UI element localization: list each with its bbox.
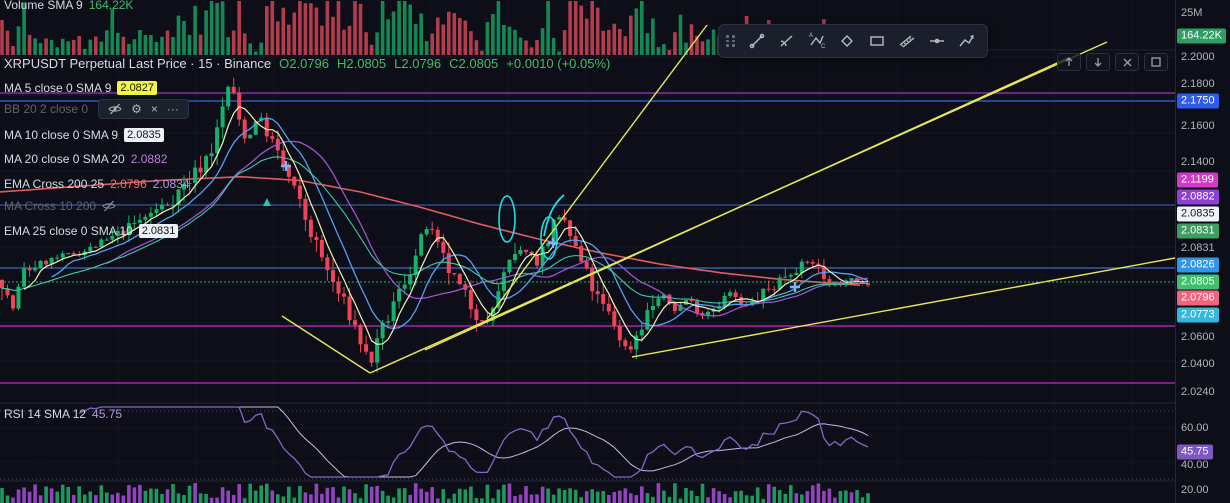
indicator-legend-ema-cross[interactable]: EMA Cross 200 25 2.0796 2.0834 [4,175,189,192]
maximize-pane-button[interactable] [1144,53,1168,71]
axis-label: 2.1800 [1181,78,1215,90]
axis-label: 2.1199 [1177,172,1218,188]
move-pane-down-button[interactable] [1086,53,1110,71]
indicator-legend-ma20[interactable]: MA 20 close 0 SMA 20 2.0882 [4,150,167,167]
volume-legend-title: Volume SMA 9 [4,0,83,12]
symbol-title: XRPUSDT Perpetual Last Price · 15 · Bina… [4,56,272,71]
pane-controls [1057,53,1168,71]
ohlc-low: L2.0796 [394,56,442,71]
ma20-value: 2.0882 [130,151,168,166]
axis-label: 164.22K [1177,28,1226,44]
move-pane-up-button[interactable] [1057,53,1081,71]
axis-label: 2.1400 [1181,156,1215,168]
symbol-legend[interactable]: XRPUSDT Perpetual Last Price · 15 · Bina… [4,55,610,72]
indicator-legend-ema25[interactable]: EMA 25 close 0 SMA 10 2.0831 [4,222,179,239]
bb-label: BB 20 2 close 0 [4,101,89,116]
axis-label: 2.0826 [1177,257,1219,273]
trend-line-icon[interactable] [743,28,770,54]
ohlc-close: C2.0805 [449,56,499,71]
ema25-label: EMA 25 close 0 SMA 10 [4,223,133,238]
close-pane-button[interactable] [1115,53,1139,71]
volume-legend[interactable]: Volume SMA 9 164.22K [4,0,133,13]
settings-icon[interactable]: ⚙ [131,101,142,116]
remove-icon[interactable]: × [150,101,158,116]
horizontal-line-icon[interactable] [923,28,950,54]
rsi-legend[interactable]: RSI 14 SMA 12 45.75 [4,405,122,422]
axis-label: 20.00 [1181,484,1209,496]
ma5-label: MA 5 close 0 SMA 9 [4,80,112,95]
ma20-label: MA 20 close 0 SMA 20 [4,151,125,166]
axis-label: 2.0773 [1177,307,1219,323]
ohlc-high: H2.0805 [336,56,387,71]
ohlc-change: +0.0010 (+0.05%) [506,56,611,71]
ema-cross-value1: 2.0796 [110,176,147,191]
ma10-label: MA 10 close 0 SMA 9 [4,127,119,142]
price-axis[interactable]: 25M 164.22K 2.2000 2.1800 2.1750 2.1600 2.1400… [1175,0,1230,503]
prediction-line-icon[interactable] [953,28,980,54]
svg-text:A: A [809,33,813,39]
svg-text:C: C [821,44,826,50]
drag-handle-icon[interactable] [726,35,736,47]
axis-label: 45.75 [1177,444,1213,460]
rsi-label: RSI 14 SMA 12 [4,406,87,421]
axis-label: 2.0831 [1181,242,1215,254]
axis-label: 2.0600 [1181,331,1215,343]
axis-label: 2.0831 [1177,223,1219,239]
axis-label: 2.0882 [1177,189,1219,205]
ema-cross-value2: 2.0834 [152,176,190,191]
volume-legend-value: 164.22K [88,0,134,12]
axis-label: 2.0835 [1177,206,1219,222]
axis-label: 2.0796 [1177,290,1219,306]
ema-cross-label: EMA Cross 200 25 [4,176,105,191]
ma10-value: 2.0835 [124,127,164,142]
eye-hidden-icon[interactable] [102,199,116,213]
indicator-legend-bb[interactable]: BB 20 2 close 0 ⚙ × ··· [4,98,189,119]
ema25-value: 2.0831 [138,223,179,238]
indicator-legend-ma-cross[interactable]: MA Cross 10 200 [4,197,116,214]
rsi-value: 45.75 [92,406,123,421]
indicator-legend-ma10[interactable]: MA 10 close 0 SMA 9 2.0835 [4,126,164,143]
axis-label: 2.0240 [1181,386,1215,398]
ma5-value: 2.0827 [117,80,158,95]
rotated-rectangle-icon[interactable] [833,28,860,54]
axis-label: 2.0400 [1181,358,1215,370]
ohlc-open: O2.0796 [279,56,329,71]
indicator-toolbar: ⚙ × ··· [98,98,189,119]
ma-cross-label: MA Cross 10 200 [4,198,97,213]
hide-icon[interactable] [108,102,122,116]
axis-label: 25M [1181,7,1203,19]
axis-label: 60.00 [1181,422,1209,434]
axis-label: 2.0805 [1177,274,1219,290]
axis-label: 40.00 [1181,459,1209,471]
axis-label: 2.1600 [1181,120,1215,132]
chart-canvas[interactable] [0,0,1175,503]
axis-label: 2.2000 [1181,51,1215,63]
trend-angle-icon[interactable] [773,28,800,54]
indicator-legend-ma5[interactable]: MA 5 close 0 SMA 9 2.0827 [4,79,158,96]
more-icon[interactable]: ··· [166,101,179,116]
rectangle-icon[interactable] [863,28,890,54]
axis-label: 2.1750 [1177,93,1219,109]
parallel-channel-icon[interactable] [893,28,920,54]
